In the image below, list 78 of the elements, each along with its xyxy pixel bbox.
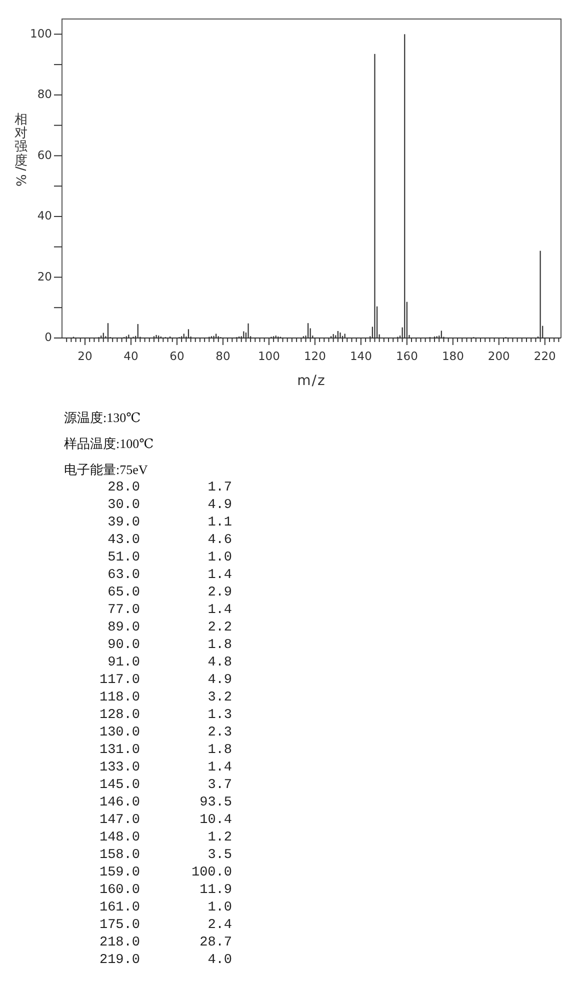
text: 4.6 (208, 533, 232, 548)
text: 130.0 (99, 726, 140, 741)
text: 1.4 (208, 603, 232, 618)
text: 63.0 (108, 568, 140, 584)
text: 1.2 (208, 830, 232, 846)
text: 1.3 (208, 708, 232, 724)
text: 90.0 (108, 638, 140, 654)
text: 77.0 (108, 603, 140, 618)
y-tick-label: 80 (37, 87, 52, 102)
text: 3.7 (208, 778, 232, 794)
text: 118.0 (99, 690, 140, 706)
x-axis-title: m/z (297, 372, 326, 389)
text: 源温度:130℃ (64, 410, 141, 425)
text: 43.0 (108, 533, 140, 548)
text: 1.0 (208, 900, 232, 916)
text: 159.0 (99, 866, 140, 881)
x-tick-label: 60 (170, 349, 184, 364)
text: 10.4 (200, 813, 232, 828)
text: 4.9 (208, 673, 232, 688)
text: 148.0 (99, 830, 140, 846)
text: 28.0 (108, 480, 140, 496)
text: 128.0 (99, 708, 140, 724)
text: 11.9 (200, 883, 232, 898)
text: 1.4 (208, 568, 232, 584)
text: 28.7 (200, 936, 232, 951)
text: 146.0 (99, 796, 140, 811)
text: 160.0 (99, 883, 140, 898)
text: 3.5 (208, 848, 232, 864)
text: 161.0 (99, 900, 140, 916)
text: 4.8 (208, 656, 232, 671)
text: 2.3 (208, 726, 232, 741)
text: 2.9 (208, 586, 232, 601)
text: 1.8 (208, 743, 232, 758)
x-tick-label: 40 (124, 349, 138, 364)
text: 175.0 (99, 918, 140, 934)
text: 30.0 (108, 498, 140, 514)
x-tick-label: 220 (534, 349, 556, 364)
y-tick-label: 20 (37, 269, 52, 284)
text: 117.0 (99, 673, 140, 688)
text: 133.0 (99, 760, 140, 776)
text: 39.0 (108, 516, 140, 531)
text: 1.7 (208, 480, 232, 496)
text: 1.4 (208, 760, 232, 776)
y-tick-label: 0 (44, 330, 52, 344)
x-tick-label: 160 (396, 349, 418, 364)
x-tick-label: 20 (78, 349, 92, 364)
text: 218.0 (99, 936, 140, 951)
text: 145.0 (99, 778, 140, 794)
text: 电子能量:75eV (64, 462, 148, 477)
y-axis-title: 相对强度/% (12, 112, 28, 187)
text: 4.9 (208, 498, 232, 514)
x-tick-label: 180 (442, 349, 464, 364)
text: 65.0 (108, 586, 140, 601)
text: 1.8 (208, 638, 232, 654)
x-tick-label: 100 (258, 349, 280, 364)
text: 2.4 (208, 918, 232, 934)
text: 样品温度:100℃ (64, 436, 154, 451)
text: 4.0 (208, 953, 232, 968)
y-tick-label: 60 (37, 148, 52, 162)
text: 89.0 (108, 620, 140, 636)
x-tick-label: 80 (216, 349, 230, 364)
text: 100.0 (191, 866, 232, 881)
x-tick-label: 120 (304, 349, 326, 364)
text: 131.0 (99, 743, 140, 758)
x-tick-label: 200 (488, 349, 510, 364)
text: 1.1 (208, 516, 232, 531)
text: 3.2 (208, 690, 232, 706)
text: 93.5 (200, 796, 232, 811)
text: 219.0 (99, 953, 140, 968)
x-tick-label: 140 (350, 349, 372, 364)
text: 147.0 (99, 813, 140, 828)
y-tick-label: 100 (30, 26, 52, 40)
text: 2.2 (208, 620, 232, 636)
text: 51.0 (108, 550, 140, 566)
text: 91.0 (108, 656, 140, 671)
text: 1.0 (208, 550, 232, 566)
text: 158.0 (99, 848, 140, 864)
y-tick-label: 40 (37, 208, 52, 223)
